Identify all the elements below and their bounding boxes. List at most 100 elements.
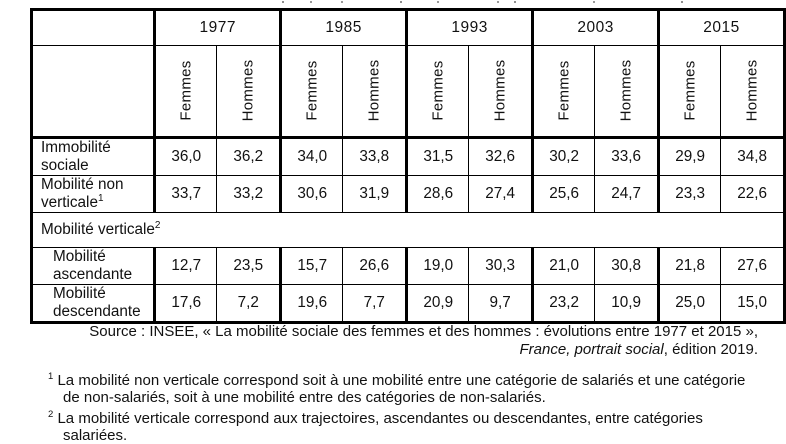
table-cell: 23,3 xyxy=(657,175,722,213)
gender-header-hommes: Hommes xyxy=(342,45,408,139)
rotated-label: Femmes xyxy=(303,60,321,121)
footnote-text: La mobilité verticale correspond aux tra… xyxy=(57,410,703,444)
gender-header-femmes: Femmes xyxy=(153,45,218,139)
table-cell: 23,5 xyxy=(216,247,282,285)
table-cell: 21,0 xyxy=(531,247,596,285)
source-edition: , édition 2019. xyxy=(663,340,758,358)
footnote-1: 1 La mobilité non verticale correspond s… xyxy=(48,368,754,406)
row-label-text: Immobilité sociale xyxy=(41,139,111,174)
table-cell: 23,2 xyxy=(531,284,596,323)
rotated-label: Femmes xyxy=(555,60,573,121)
table-cell: 25,0 xyxy=(657,284,722,323)
table-row-mobilite-verticale-section: Mobilité verticale2 xyxy=(31,212,785,248)
rotated-label: Hommes xyxy=(365,59,383,122)
footnote-2: 2 La mobilité verticale correspond aux t… xyxy=(48,406,754,444)
corner-cell-top xyxy=(30,9,156,46)
table-cell: 30,2 xyxy=(531,137,596,176)
table-cell: 28,6 xyxy=(405,175,470,213)
footnote-marker: 1 xyxy=(48,371,54,382)
table-cell: 25,6 xyxy=(531,175,596,213)
table-cell: 31,5 xyxy=(405,137,470,176)
gender-header-hommes: Hommes xyxy=(216,45,282,139)
table-cell: 30,3 xyxy=(468,247,534,285)
corner-cell-bottom xyxy=(30,45,156,139)
gender-header-femmes: Femmes xyxy=(279,45,344,139)
year-header: 2015 xyxy=(657,9,785,46)
year-header: 1993 xyxy=(405,9,534,46)
gender-header-hommes: Hommes xyxy=(468,45,534,139)
source-line-2: France, portrait social, édition 2019. xyxy=(30,341,758,359)
table-row-mobilite-non-verticale: Mobilité non verticale1 33,7 33,2 30,6 3… xyxy=(30,175,785,213)
rotated-label: Femmes xyxy=(429,60,447,121)
cropped-caption-fragments xyxy=(0,1,2,3)
row-label-text: Mobilité verticale xyxy=(41,221,155,238)
year-header: 1977 xyxy=(153,9,282,46)
gender-header-row: Femmes Hommes Femmes Hommes Femmes Homme… xyxy=(30,45,785,139)
table-cell: 34,8 xyxy=(720,137,785,176)
gender-header-femmes: Femmes xyxy=(405,45,470,139)
source-publication-title: France, portrait social xyxy=(519,340,664,358)
rotated-label: Hommes xyxy=(743,59,761,122)
table-cell: 15,0 xyxy=(720,284,785,323)
table-row-immobilite-sociale: Immobilité sociale 36,0 36,2 34,0 33,8 3… xyxy=(30,137,785,176)
year-header: 1985 xyxy=(279,9,408,46)
table-cell: 33,2 xyxy=(216,175,282,213)
table-cell: 22,6 xyxy=(720,175,785,213)
table-cell: 33,7 xyxy=(153,175,218,213)
table-cell: 9,7 xyxy=(468,284,534,323)
table-cell: 24,7 xyxy=(594,175,660,213)
table-cell: 26,6 xyxy=(342,247,408,285)
table-cell: 12,7 xyxy=(153,247,218,285)
footnote-text: La mobilité non verticale correspond soi… xyxy=(57,372,746,406)
mobility-table: 1977 1985 1993 2003 2015 Femmes Hommes F… xyxy=(30,8,786,324)
gender-header-femmes: Femmes xyxy=(531,45,596,139)
year-header: 2003 xyxy=(531,9,660,46)
year-header-row: 1977 1985 1993 2003 2015 xyxy=(30,9,785,46)
gender-header-hommes: Hommes xyxy=(720,45,785,139)
footnote-ref: 1 xyxy=(97,192,104,204)
table-cell: 31,9 xyxy=(342,175,408,213)
table-cell: 7,2 xyxy=(216,284,282,323)
rotated-label: Femmes xyxy=(177,60,195,121)
row-label-text: Mobilité ascendante xyxy=(53,248,133,283)
table-cell: 19,0 xyxy=(405,247,470,285)
footnote-ref: 2 xyxy=(154,219,161,231)
row-label-text: Mobilité non verticale xyxy=(41,176,124,211)
table-cell: 7,7 xyxy=(342,284,408,323)
table-cell: 32,6 xyxy=(468,137,534,176)
table-cell: 33,8 xyxy=(342,137,408,176)
row-label: Mobilité descendante xyxy=(30,284,156,323)
table-cell: 30,6 xyxy=(279,175,344,213)
table-cell: 20,9 xyxy=(405,284,470,323)
table-cell: 19,6 xyxy=(279,284,344,323)
row-label-text: Mobilité descendante xyxy=(53,285,141,320)
table-cell: 36,2 xyxy=(216,137,282,176)
table-cell: 27,6 xyxy=(720,247,785,285)
table-cell: 29,9 xyxy=(657,137,722,176)
source-credit: Source : INSEE, « La mobilité sociale de… xyxy=(30,323,758,358)
table-cell: 36,0 xyxy=(153,137,218,176)
row-label: Immobilité sociale xyxy=(30,137,156,176)
gender-header-femmes: Femmes xyxy=(657,45,722,139)
table-cell: 21,8 xyxy=(657,247,722,285)
row-label: Mobilité ascendante xyxy=(30,247,156,285)
table-cell: 10,9 xyxy=(594,284,660,323)
rotated-label: Hommes xyxy=(617,59,635,122)
footnotes: 1 La mobilité non verticale correspond s… xyxy=(48,368,754,444)
rotated-label: Hommes xyxy=(491,59,509,122)
table-row-mobilite-ascendante: Mobilité ascendante 12,7 23,5 15,7 26,6 … xyxy=(30,247,785,285)
table-cell: 30,8 xyxy=(594,247,660,285)
source-line-1: Source : INSEE, « La mobilité sociale de… xyxy=(89,323,758,340)
table-cell: 34,0 xyxy=(279,137,344,176)
table-cell: 17,6 xyxy=(153,284,218,323)
row-label: Mobilité non verticale1 xyxy=(30,175,156,213)
gender-header-hommes: Hommes xyxy=(594,45,660,139)
rotated-label: Femmes xyxy=(681,60,699,121)
table-cell: 27,4 xyxy=(468,175,534,213)
table-row-mobilite-descendante: Mobilité descendante 17,6 7,2 19,6 7,7 2… xyxy=(30,284,785,323)
rotated-label: Hommes xyxy=(239,59,257,122)
section-label: Mobilité verticale2 xyxy=(31,212,785,248)
table-cell: 33,6 xyxy=(594,137,660,176)
table-cell: 15,7 xyxy=(279,247,344,285)
footnote-marker: 2 xyxy=(48,409,54,420)
